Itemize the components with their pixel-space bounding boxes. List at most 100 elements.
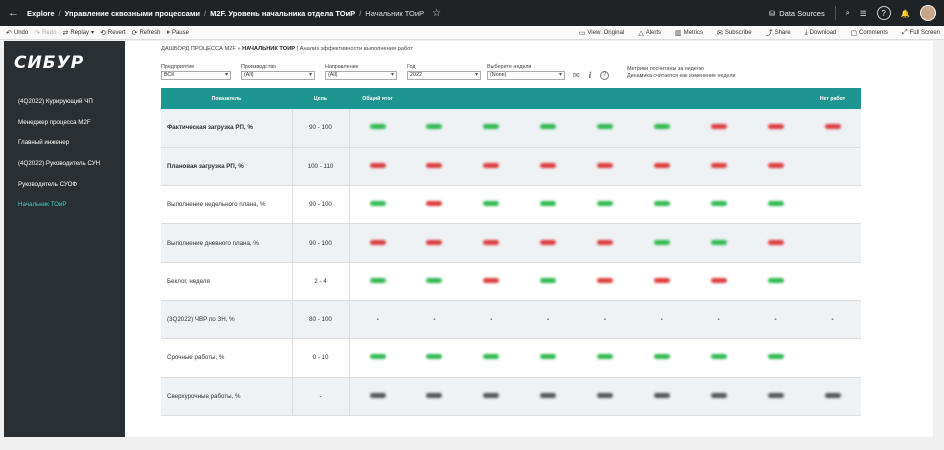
- avatar[interactable]: [920, 5, 936, 21]
- table-cell: [349, 338, 406, 378]
- blurred-value: [596, 201, 613, 207]
- metrics-button[interactable]: ▥ Metrics: [675, 29, 703, 37]
- filter-direction-select[interactable]: (All): [325, 71, 397, 80]
- table-cell: [349, 185, 406, 225]
- dash-value: -: [376, 316, 379, 324]
- revert-button[interactable]: ⟲ Revert: [100, 29, 126, 37]
- comments-button[interactable]: ▢ Comments: [850, 29, 888, 37]
- sidebar-nav: (4Q2022) Курирующий ЧП Менеджер процесса…: [4, 92, 125, 216]
- row-target: 90 - 100: [292, 185, 350, 225]
- table-cell: [349, 377, 406, 416]
- table-row[interactable]: Срочные работы, % 0 - 10: [161, 338, 861, 378]
- filter-enterprise-label: Предприятие: [161, 64, 195, 70]
- view-original-button[interactable]: ▭ View: Original: [579, 29, 625, 37]
- filter-direction-label: Направление: [325, 64, 359, 70]
- row-target: 80 - 100: [292, 300, 350, 340]
- table-cell: [462, 377, 520, 416]
- download-button[interactable]: ⤓ Download: [805, 29, 837, 37]
- sidebar-item-suof-head[interactable]: Руководитель СУОФ: [18, 180, 78, 188]
- filter-enterprise: Предприятие ВСК: [161, 64, 231, 80]
- dash-value: -: [660, 316, 663, 324]
- blurred-value: [483, 124, 500, 130]
- alerts-button[interactable]: △ Alerts: [638, 29, 661, 37]
- table-cell: [519, 377, 577, 416]
- sidebar-item-process-manager[interactable]: Менеджер процесса M2F: [18, 118, 91, 126]
- filter-year-select[interactable]: 2022: [407, 71, 481, 80]
- info-italic-icon[interactable]: i: [588, 70, 592, 80]
- help-circle-icon[interactable]: ?: [600, 70, 610, 80]
- undo-button[interactable]: ↶ Undo: [6, 29, 28, 37]
- notifications-list-button[interactable]: ☰: [860, 9, 867, 18]
- table-cell: [633, 262, 691, 301]
- table-cell: -: [519, 300, 577, 340]
- filter-weeks-label: Выберите недели: [487, 64, 532, 70]
- header-total: Общий итог: [349, 88, 406, 109]
- sidebar-item-curator[interactable]: (4Q2022) Курирующий ЧП: [18, 98, 93, 105]
- table-row[interactable]: Выполнение недельного плана, % 90 - 100: [161, 185, 861, 225]
- table-cell: [519, 109, 577, 148]
- filter-weeks-select[interactable]: (None): [487, 71, 565, 80]
- search-button[interactable]: ⌕: [846, 8, 850, 18]
- revert-label: Revert: [107, 29, 126, 36]
- breadcrumb-processes[interactable]: Управление сквозными процессами: [64, 8, 200, 18]
- breadcrumb-dashboard[interactable]: M2F. Уровень начальника отдела ТОиР: [210, 8, 356, 18]
- filter-production-select[interactable]: (All): [241, 71, 315, 80]
- table-row[interactable]: Сверхурочные работы, % -: [161, 377, 861, 416]
- sidebar-item-chief-engineer[interactable]: Главный инженер: [18, 139, 70, 147]
- breadcrumb-explore[interactable]: Explore: [27, 8, 55, 18]
- table-row[interactable]: Плановая загрузка РП, % 100 - 110: [161, 147, 861, 187]
- table-cell: [576, 262, 634, 301]
- email-icon[interactable]: ✉: [573, 70, 580, 80]
- row-indicator-name: Фактическая загрузка РП, %: [161, 109, 293, 148]
- filter-enterprise-select[interactable]: ВСК: [161, 71, 231, 80]
- chevron-down-icon: ▾: [91, 30, 95, 36]
- data-sources-button[interactable]: ⛁ Data Sources: [769, 9, 825, 18]
- table-cell: [406, 223, 463, 263]
- redo-button[interactable]: ↷ Redo: [34, 29, 56, 37]
- table-row[interactable]: Беклог, неделя 2 - 4: [161, 262, 861, 301]
- table-cell: [519, 223, 577, 263]
- blurred-value: [426, 277, 443, 283]
- top-bar: ← Explore / Управление сквозными процесс…: [0, 0, 944, 26]
- table-cell: [633, 377, 691, 416]
- table-cell: [406, 262, 463, 301]
- table-row[interactable]: (3Q2022) ЧВР по ЗН, % 80 - 100 - - - - - - - - -: [161, 300, 861, 340]
- sidebar-item-toir-head[interactable]: Начальник ТОиР: [18, 201, 67, 209]
- table-cell: [406, 338, 463, 378]
- metrics-label: Metrics: [683, 30, 704, 36]
- blurred-value: [710, 354, 727, 360]
- bell-button[interactable]: 🔔: [901, 9, 910, 18]
- favorite-star-icon[interactable]: ☆: [432, 7, 442, 19]
- pause-button[interactable]: ⏸ Pause: [166, 29, 189, 37]
- refresh-button[interactable]: ⟳ Refresh: [132, 29, 161, 37]
- subscribe-button[interactable]: ✉ Subscribe: [717, 29, 752, 37]
- full-screen-button[interactable]: ⤢ Full Screen: [902, 29, 940, 37]
- row-target: 2 - 4: [292, 262, 350, 301]
- breadcrumb-separator: /: [203, 8, 207, 18]
- table-cell: -: [747, 300, 804, 340]
- help-icon[interactable]: ?: [876, 6, 891, 20]
- replay-button[interactable]: ⇄ Replay ▾: [62, 29, 94, 37]
- back-arrow-icon[interactable]: ←: [8, 7, 19, 19]
- table-row[interactable]: Выполнение дневного плана, % 90 - 100: [161, 223, 861, 263]
- list-icon: ☰: [859, 8, 867, 18]
- table-cell: [576, 185, 634, 225]
- table-row[interactable]: Фактическая загрузка РП, % 90 - 100: [161, 109, 861, 148]
- table-cell: [462, 338, 520, 378]
- share-button[interactable]: ⤴ Share: [766, 28, 791, 38]
- redo-icon: ↷: [34, 29, 41, 37]
- title-prefix: ДАШБОРД ПРОЦЕССА M2F »: [161, 46, 241, 52]
- blurred-value: [369, 392, 386, 398]
- sidebar-item-sun-head[interactable]: (4Q2022) Руководитель СУН: [18, 160, 101, 168]
- table-cell: [633, 223, 691, 263]
- comments-label: Comments: [859, 30, 889, 36]
- alerts-label: Alerts: [645, 30, 662, 36]
- dash-value: -: [774, 316, 777, 324]
- share-label: Share: [774, 30, 791, 36]
- table-cell: [519, 185, 577, 225]
- row-indicator-name: (3Q2022) ЧВР по ЗН, %: [161, 300, 293, 340]
- filter-year-label: Год: [407, 64, 416, 70]
- blurred-value: [369, 162, 386, 168]
- table-cell: [349, 223, 406, 263]
- title-bold: НАЧАЛЬНИК ТОИР: [242, 46, 296, 52]
